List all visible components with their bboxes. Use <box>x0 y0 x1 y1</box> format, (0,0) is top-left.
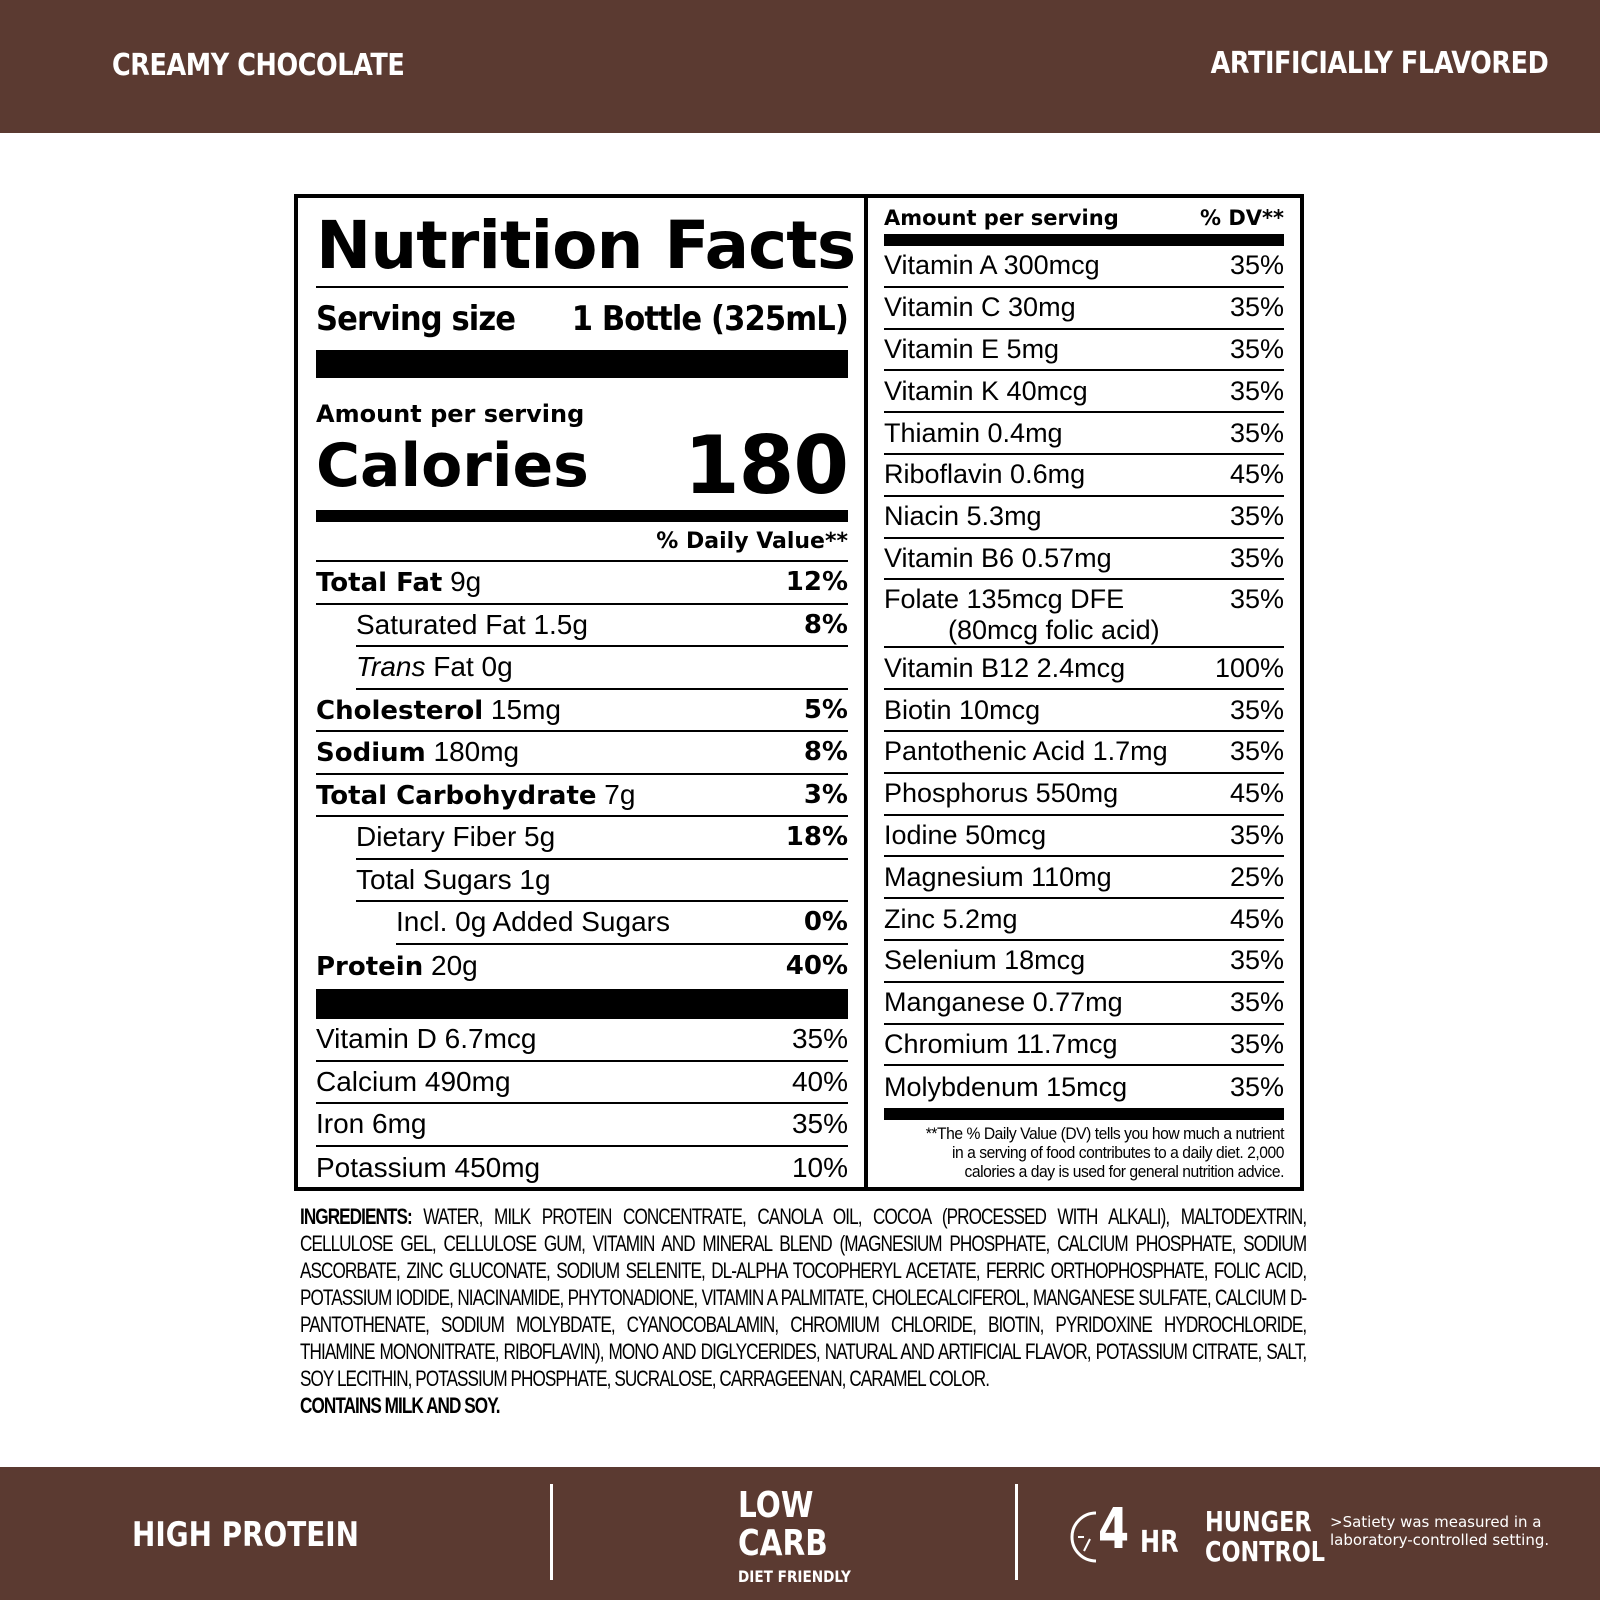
divider <box>550 1484 553 1580</box>
vitamin-row: Zinc 5.2mg 45% <box>884 899 1284 941</box>
dv-footnote: **The % Daily Value (DV) tells you how m… <box>925 1124 1285 1182</box>
vitamin-row: Selenium 18mcg 35% <box>884 941 1284 983</box>
vitamin-row: Molybdenum 15mcg 35% <box>884 1071 1284 1102</box>
vitamin-row: Iron 6mg 35% <box>316 1104 848 1147</box>
serving-label: Serving size <box>316 299 516 339</box>
nutrient-row: Trans Fat 0g <box>356 647 848 690</box>
divider <box>1015 1484 1018 1580</box>
nutrient-row: Incl. 0g Added Sugars 0% <box>396 902 848 945</box>
nutrient-row: Cholesterol 15mg 5% <box>316 690 848 732</box>
ingredients-label: INGREDIENTS: <box>300 1204 413 1229</box>
ingredients-text: WATER, MILK PROTEIN CONCENTRATE, CANOLA … <box>300 1204 1307 1391</box>
top-banner: CREAMY CHOCOLATE ARTIFICIALLY FLAVORED <box>0 0 1600 133</box>
dv-header: % Daily Value** <box>316 522 848 562</box>
hunger-control-claim: HUNGER CONTROL <box>1205 1505 1326 1568</box>
high-protein-claim: HIGH PROTEIN <box>132 1515 360 1555</box>
medium-divider <box>884 234 1284 246</box>
ingredients: INGREDIENTS: WATER, MILK PROTEIN CONCENT… <box>300 1203 1307 1419</box>
main-facts-column: Nutrition Facts Serving size 1 Bottle (3… <box>298 198 868 1187</box>
vitamin-row: Vitamin B6 0.57mg 35% <box>884 539 1284 581</box>
vitamin-row: Calcium 490mg 40% <box>316 1062 848 1104</box>
nutrient-row: Protein 20g 40% <box>316 949 848 982</box>
flavor-note: ARTIFICIALLY FLAVORED <box>1210 46 1548 81</box>
vitamin-row: Folate 135mcg DFE (80mcg folic acid) 35% <box>884 580 1284 649</box>
vitamin-row: Vitamin B12 2.4mcg 100% <box>884 648 1284 691</box>
vitamin-row: Phosphorus 550mg 45% <box>884 774 1284 816</box>
low-carb-claim: LOW CARB <box>738 1485 828 1564</box>
satiety-disclaimer: >Satiety was measured in a laboratory-con… <box>1330 1513 1550 1549</box>
clock-icon <box>1070 1511 1097 1563</box>
vitamin-row: Riboflavin 0.6mg 45% <box>884 455 1284 497</box>
thick-divider <box>316 350 848 378</box>
calories-label: Calories <box>316 431 589 501</box>
medium-divider <box>884 1108 1284 1121</box>
vitamin-row: Manganese 0.77mg 35% <box>884 983 1284 1025</box>
nutrient-row: Dietary Fiber 5g 18% <box>356 817 848 860</box>
vitamin-row: Potassium 450mg 10% <box>316 1151 848 1183</box>
vitamin-row: Vitamin D 6.7mcg 35% <box>316 1019 848 1062</box>
nutrient-row: Saturated Fat 1.5g 8% <box>356 605 848 647</box>
right-header: Amount per serving% DV** <box>884 206 1284 230</box>
bottom-banner: HIGH PROTEIN LOW CARB DIET FRIENDLY 4 HR … <box>0 1467 1600 1600</box>
four-hour: 4 <box>1098 1497 1130 1562</box>
vitamin-row: Thiamin 0.4mg 35% <box>884 413 1284 455</box>
thick-divider <box>316 989 848 1019</box>
vitamin-row: Vitamin K 40mcg 35% <box>884 371 1284 414</box>
calories: Calories 180 <box>316 419 849 512</box>
vitamins-column: Amount per serving% DV** Vitamin A 300mc… <box>868 198 1300 1187</box>
allergen-statement: CONTAINS MILK AND SOY. <box>300 1393 501 1418</box>
nutrition-facts-label: Nutrition Facts Serving size 1 Bottle (3… <box>294 194 1304 1191</box>
amount-per-serving: Amount per serving <box>316 400 585 428</box>
nutrient-row: Total Sugars 1g <box>356 860 848 902</box>
nutrient-row: Total Fat 9g 12% <box>316 562 848 605</box>
vitamin-row: Chromium 11.7mcg 35% <box>884 1025 1284 1067</box>
serving-size: Serving size 1 Bottle (325mL) <box>316 288 849 350</box>
vitamin-row: Magnesium 110mg 25% <box>884 857 1284 900</box>
vitamin-row: Iodine 50mcg 35% <box>884 816 1284 858</box>
vitamin-row: Vitamin A 300mcg 35% <box>884 246 1284 288</box>
medium-divider <box>316 510 848 522</box>
vitamin-row: Vitamin E 5mg 35% <box>884 330 1284 372</box>
diet-friendly: DIET FRIENDLY <box>738 1567 851 1586</box>
calories-value: 180 <box>684 419 849 512</box>
hour-unit: HR <box>1140 1525 1179 1560</box>
serving-value: 1 Bottle (325mL) <box>571 299 849 339</box>
vitamin-row: Biotin 10mcg 35% <box>884 690 1284 732</box>
vitamin-row: Niacin 5.3mg 35% <box>884 497 1284 539</box>
nutrient-row: Total Carbohydrate 7g 3% <box>316 775 848 817</box>
label-title: Nutrition Facts <box>316 206 856 288</box>
vitamin-row: Vitamin C 30mg 35% <box>884 288 1284 330</box>
flavor-name: CREAMY CHOCOLATE <box>112 48 405 83</box>
nutrient-row: Sodium 180mg 8% <box>316 732 848 775</box>
vitamin-row: Pantothenic Acid 1.7mg 35% <box>884 732 1284 774</box>
